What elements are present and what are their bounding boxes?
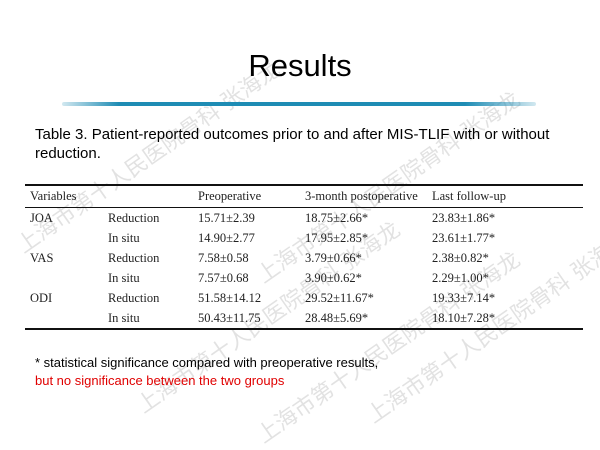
table-cell: 23.61±1.77*	[432, 230, 496, 245]
slide-title: Results	[248, 48, 352, 83]
table-row: VAS Reduction 7.58±0.58 3.79±0.66* 2.38±0.82…	[25, 248, 583, 268]
table-row: In situ 14.90±2.77 17.95±2.85* 23.61±1.77*	[25, 228, 583, 248]
table-caption: Table 3. Patient-reported outcomes prior…	[35, 126, 550, 162]
table-header-row: Variables Preoperative 3-month postoperati…	[25, 185, 583, 208]
table-cell: 19.33±7.14*	[432, 290, 496, 305]
footnote: * statistical significance compared with…	[35, 354, 378, 390]
table-cell: 15.71±2.39	[198, 210, 255, 225]
table-cell: In situ	[108, 270, 140, 285]
column-header: Variables	[30, 189, 77, 203]
column-header: Last follow-up	[432, 189, 506, 203]
table-cell: Reduction	[108, 290, 160, 305]
outcomes-table: Variables Preoperative 3-month postoperati…	[25, 184, 583, 330]
table-cell	[25, 268, 103, 288]
table-cell: 2.38±0.82*	[432, 250, 489, 265]
column-header: Preoperative	[198, 189, 262, 203]
table-row: ODI Reduction 51.58±14.12 29.52±11.67* 19.33…	[25, 288, 583, 308]
table-row: In situ 50.43±11.75 28.48±5.69* 18.10±7.28*	[25, 308, 583, 329]
table-row: In situ 7.57±0.68 3.90±0.62* 2.29±1.00*	[25, 268, 583, 288]
table-cell: 18.75±2.66*	[305, 210, 369, 225]
footnote-line-1: * statistical significance compared with…	[35, 355, 379, 370]
table-cell: 3.79±0.66*	[305, 250, 362, 265]
table-cell: ODI	[30, 290, 53, 305]
table-cell: 29.52±11.67*	[305, 290, 374, 305]
table-cell: In situ	[108, 310, 140, 325]
column-header	[103, 185, 193, 208]
footnote-line-2: but no significance between the two grou…	[35, 373, 285, 388]
table-cell: 50.43±11.75	[198, 310, 261, 325]
table-cell: 28.48±5.69*	[305, 310, 369, 325]
table-cell: VAS	[30, 250, 54, 265]
table-cell: 2.29±1.00*	[432, 270, 489, 285]
table-cell: 7.58±0.58	[198, 250, 249, 265]
table-cell: JOA	[30, 210, 53, 225]
column-header: 3-month postoperative	[305, 189, 418, 203]
title-divider	[62, 102, 536, 106]
table-cell: Reduction	[108, 210, 160, 225]
table-cell	[25, 228, 103, 248]
table-row: JOA Reduction 15.71±2.39 18.75±2.66* 23.83±1…	[25, 208, 583, 229]
table-cell: Reduction	[108, 250, 160, 265]
table-cell: 3.90±0.62*	[305, 270, 362, 285]
table-cell: 14.90±2.77	[198, 230, 255, 245]
table-cell: 23.83±1.86*	[432, 210, 496, 225]
table-cell: 17.95±2.85*	[305, 230, 369, 245]
table-cell: 18.10±7.28*	[432, 310, 496, 325]
table-cell: In situ	[108, 230, 140, 245]
table-cell	[25, 308, 103, 329]
table-cell: 51.58±14.12	[198, 290, 262, 305]
table-cell: 7.57±0.68	[198, 270, 249, 285]
